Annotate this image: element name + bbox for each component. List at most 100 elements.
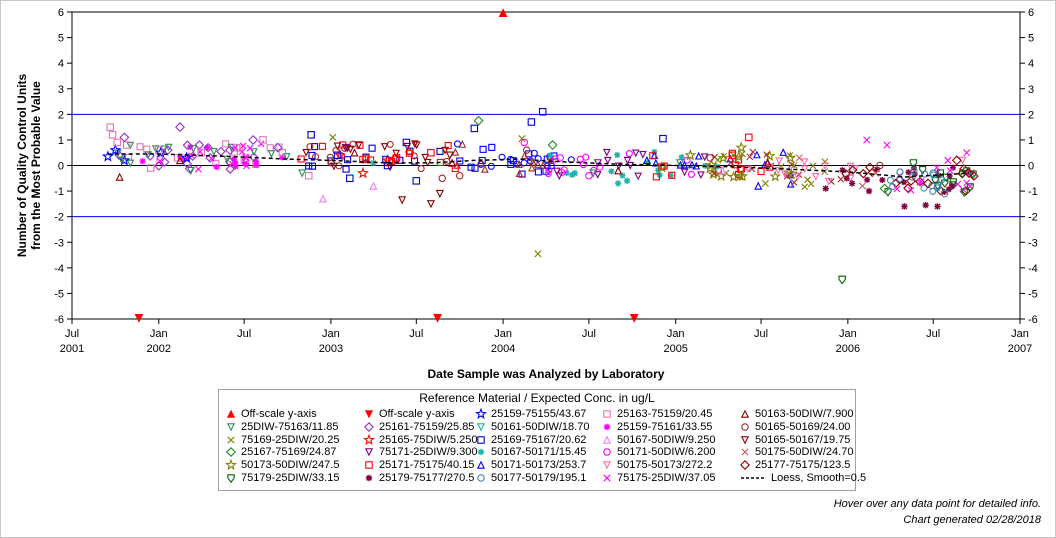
data-point: [147, 164, 155, 172]
y-tick-label-left: -2: [54, 212, 64, 224]
legend-entry: 75171-25DIW/9.300: [363, 446, 477, 458]
data-point: [436, 147, 444, 155]
legend-entry: Off-scale y-axis: [225, 408, 317, 420]
data-point: [534, 168, 542, 176]
data-point: [528, 157, 537, 166]
data-point: [934, 203, 941, 210]
data-point: [923, 178, 934, 189]
data-point: [907, 186, 915, 194]
data-point: [410, 157, 419, 165]
data-point: [649, 152, 657, 160]
data-point: [774, 166, 783, 175]
data-point: [527, 118, 536, 126]
legend-marker-icon: [226, 423, 236, 432]
data-point: [655, 167, 662, 174]
data-point: [909, 159, 918, 169]
data-point: [906, 175, 917, 186]
data-point: [800, 165, 809, 174]
legend-entry: 25163-75159/20.45: [601, 408, 712, 420]
data-point: [593, 171, 602, 179]
y-tick-label-left: 3: [58, 84, 64, 96]
data-point: [456, 157, 464, 165]
data-point: [417, 165, 425, 173]
data-point: [563, 170, 570, 177]
data-point: [678, 154, 685, 161]
data-point: [745, 133, 753, 142]
legend-entry: 25161-75159/25.85: [363, 421, 474, 433]
y-tick-label-right: 3: [1028, 84, 1034, 96]
legend-entry: 50165-50169/24.00: [739, 421, 850, 433]
data-point: [727, 159, 735, 166]
legend-marker: [603, 423, 611, 430]
data-point: [697, 171, 705, 180]
legend-marker: [602, 461, 612, 470]
data-point: [164, 143, 173, 152]
legend-marker: [603, 410, 611, 418]
legend-label: 50167-50DIW/9.250: [617, 433, 716, 446]
legend-marker-icon: [475, 408, 487, 420]
data-point: [481, 164, 489, 173]
y-tick-label-left: 0: [58, 161, 64, 173]
data-point: [769, 170, 782, 182]
data-point: [194, 140, 205, 150]
data-point: [225, 145, 235, 156]
data-point: [714, 156, 722, 164]
data-point: [392, 149, 401, 158]
data-point: [175, 155, 185, 165]
data-point: [779, 148, 788, 156]
legend-label: 75171-25DIW/9.300: [379, 446, 478, 459]
data-point: [279, 154, 286, 161]
data-point: [118, 154, 131, 166]
data-point: [948, 182, 956, 190]
data-point: [479, 145, 487, 153]
data-point: [614, 166, 623, 175]
data-point: [346, 174, 354, 183]
legend-marker: [477, 474, 485, 482]
data-point: [941, 189, 948, 196]
data-point: [467, 163, 475, 171]
legend-label: 25169-75167/20.62: [491, 433, 587, 446]
legend-entry: 75169-25DIW/20.25: [225, 434, 339, 446]
legend-marker-icon: [603, 423, 611, 430]
data-point: [847, 165, 858, 175]
data-point: [963, 149, 971, 157]
data-point: [625, 150, 633, 158]
data-point: [278, 148, 287, 157]
data-point: [775, 157, 784, 166]
data-point: [809, 162, 817, 170]
data-point: [837, 175, 845, 183]
data-point: [113, 138, 122, 147]
x-tick-label: Jan: [150, 328, 168, 340]
legend-label: 25161-75159/25.85: [379, 420, 475, 433]
legend-label: 50177-50179/195.1: [491, 472, 587, 484]
data-point: [392, 154, 401, 162]
y-tick-label-left: 6: [58, 7, 64, 19]
legend-marker: [363, 433, 375, 445]
legend-label: 50171-50173/253.7: [491, 459, 587, 472]
data-point: [848, 180, 856, 187]
legend-marker-icon: [476, 460, 486, 469]
data-point: [793, 173, 802, 181]
data-point: [438, 174, 446, 183]
data-point: [619, 172, 626, 179]
y-tick-label-right: 1: [1028, 135, 1034, 147]
data-point: [119, 132, 130, 143]
data-point: [858, 168, 869, 179]
data-point: [946, 167, 954, 175]
data-point: [634, 172, 643, 181]
data-point: [754, 181, 763, 190]
y-tick-label-right: 2: [1028, 109, 1034, 121]
data-point: [821, 162, 829, 171]
x-tick-year-label: 2003: [319, 343, 343, 355]
legend-label: 25171-75175/40.15: [379, 459, 475, 472]
y-axis-title: Number of Quality Control Units: [15, 74, 29, 258]
data-point: [560, 166, 568, 174]
legend-label: 50175-50173/272.2: [617, 459, 713, 472]
legend-marker-icon: [603, 410, 611, 418]
y-tick-label-left: -6: [54, 314, 64, 326]
data-point: [623, 177, 631, 185]
y-tick-label-right: 5: [1028, 33, 1034, 45]
data-point: [687, 170, 695, 178]
legend-marker-icon: [602, 461, 612, 470]
data-point: [614, 162, 623, 171]
